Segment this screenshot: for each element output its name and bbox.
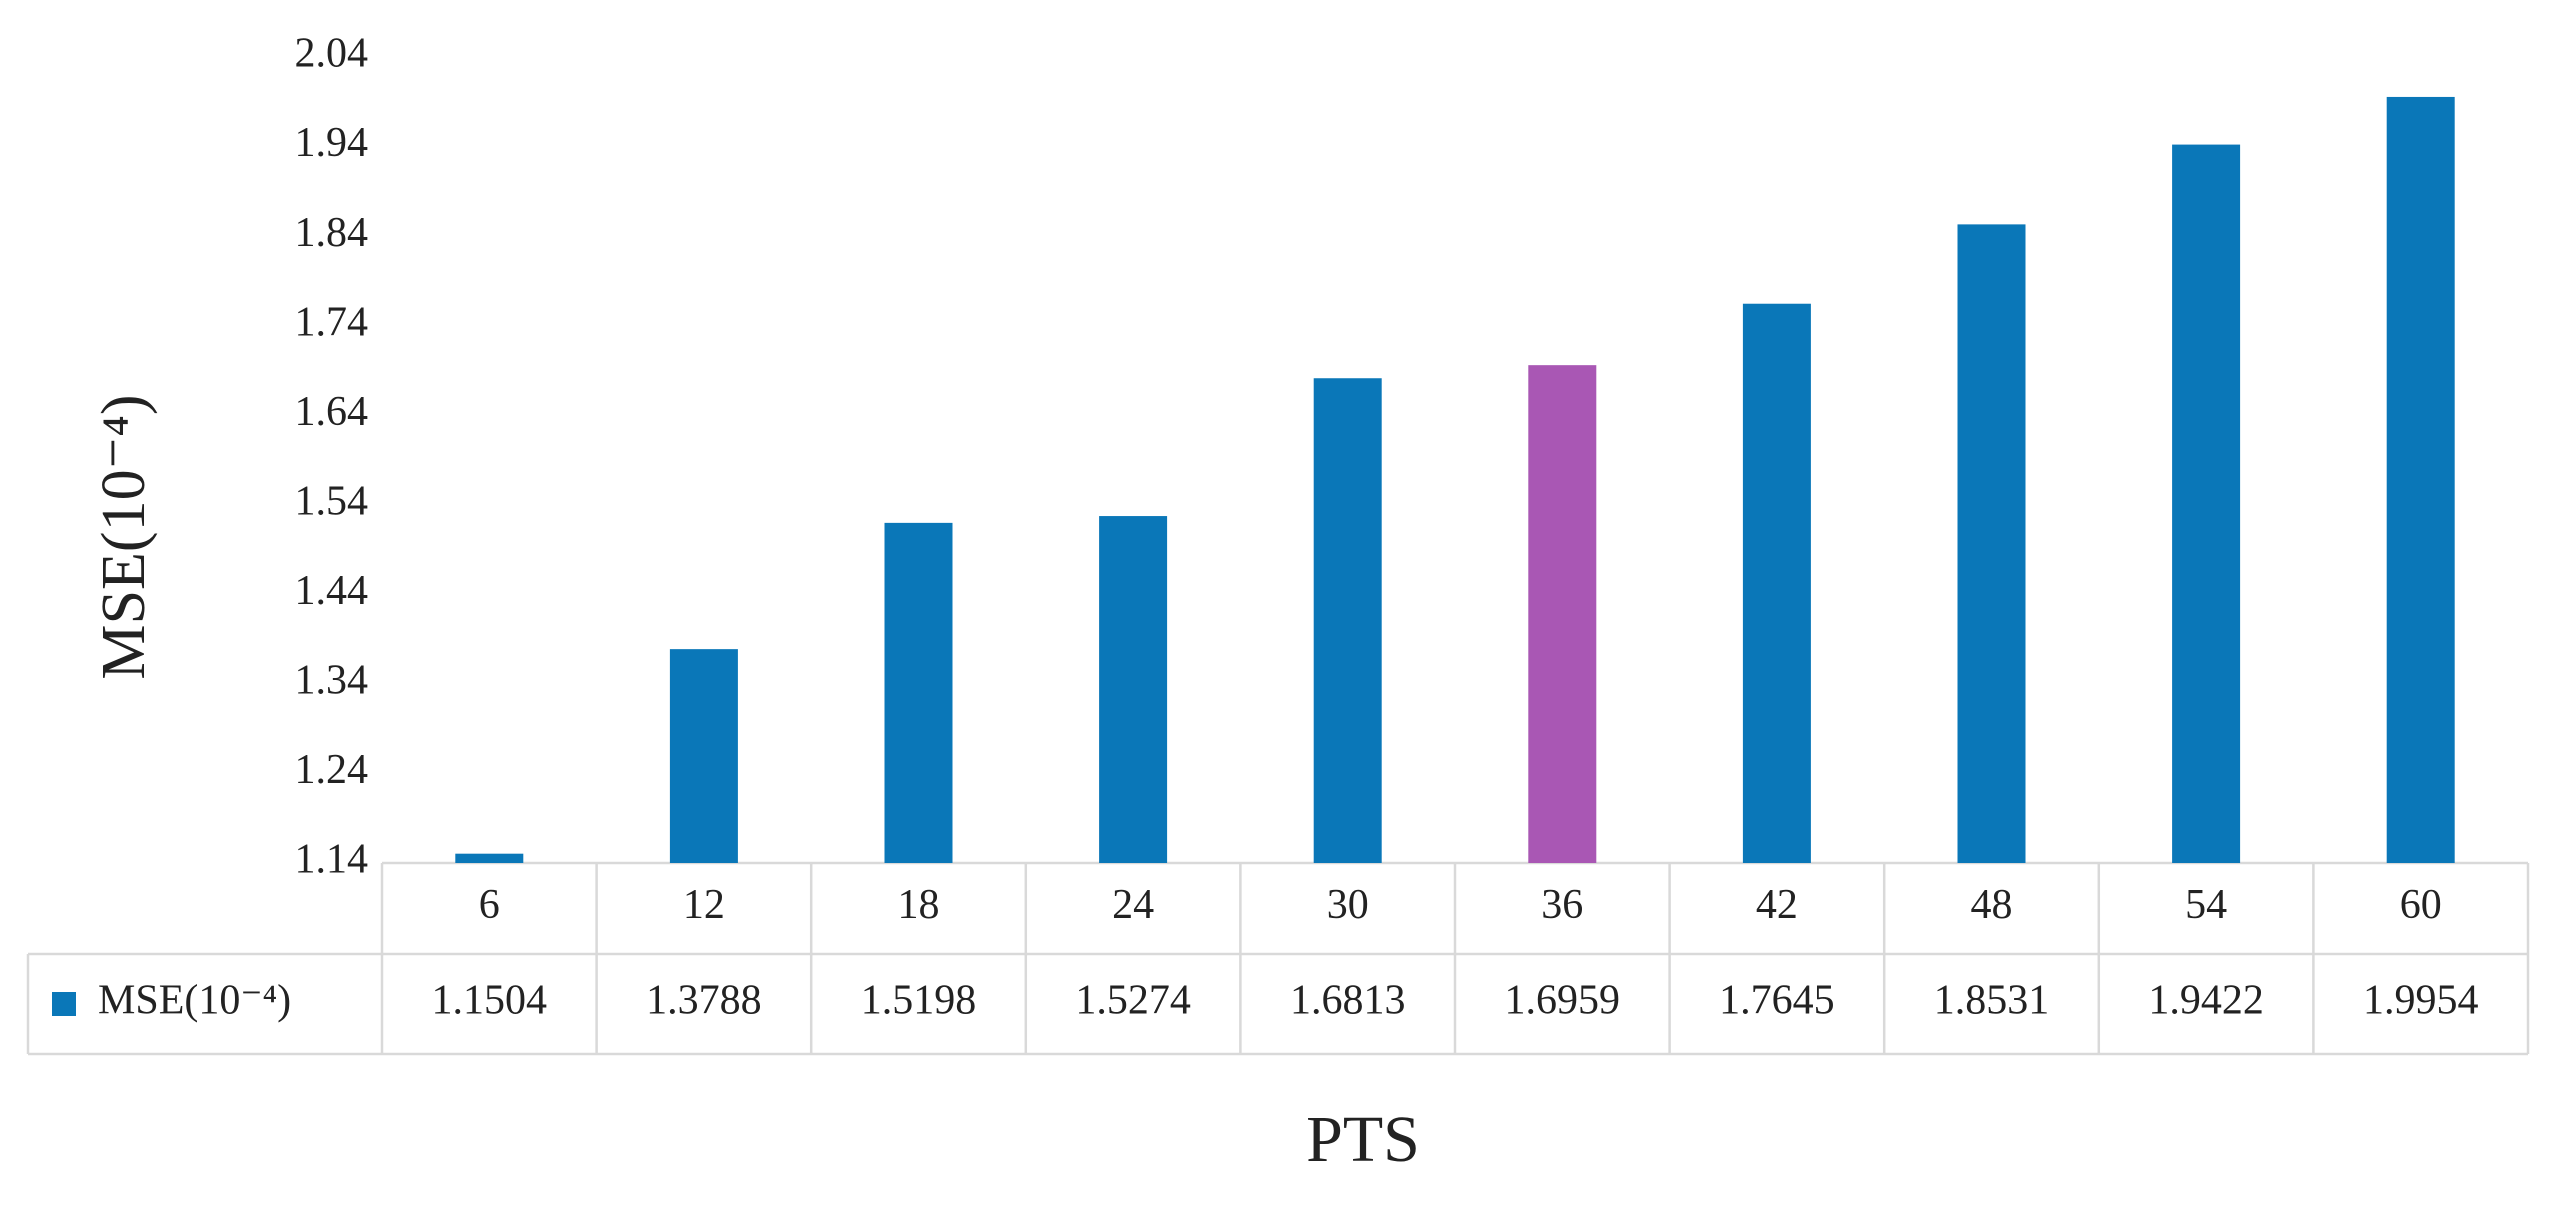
- table-value: 1.9954: [2363, 978, 2479, 1024]
- bar: [2386, 96, 2455, 864]
- bar: [1742, 303, 1811, 863]
- bar: [2172, 144, 2241, 863]
- y-tick-label: 2.04: [295, 31, 369, 77]
- x-tick-label: 36: [1541, 882, 1583, 928]
- x-tick-label: 18: [898, 882, 940, 928]
- bar: [1313, 378, 1382, 863]
- bar: [884, 522, 953, 863]
- bar: [1099, 516, 1168, 863]
- y-tick-label: 1.74: [295, 299, 369, 345]
- bar: [455, 853, 524, 863]
- x-tick-label: 48: [1971, 882, 2013, 928]
- x-tick-label: 6: [479, 882, 500, 928]
- table-value: 1.8531: [1934, 978, 2050, 1024]
- x-tick-label: 24: [1112, 882, 1154, 928]
- x-tick-label: 12: [683, 882, 725, 928]
- table-value: 1.5198: [861, 978, 977, 1024]
- x-tick-label: 42: [1756, 882, 1798, 928]
- x-tick-label: 30: [1327, 882, 1369, 928]
- table-value: 1.3788: [646, 978, 762, 1024]
- y-axis-title: MSE(10⁻⁴): [90, 394, 158, 679]
- y-tick-label: 1.14: [295, 837, 369, 883]
- y-tick-label: 1.54: [295, 478, 369, 524]
- x-tick-label: 54: [2185, 882, 2227, 928]
- table-value: 1.5274: [1075, 978, 1191, 1024]
- bar: [1528, 365, 1597, 863]
- x-axis-title: PTS: [1306, 1103, 1420, 1176]
- table-value: 1.9422: [2148, 978, 2264, 1024]
- y-tick-label: 1.64: [295, 389, 369, 435]
- y-tick-label: 1.24: [295, 747, 369, 793]
- y-tick-label: 1.34: [295, 658, 369, 704]
- table-value: 1.1504: [432, 978, 548, 1024]
- table-value: 1.6813: [1290, 978, 1406, 1024]
- table-value: 1.6959: [1505, 978, 1621, 1024]
- table-value: 1.7645: [1719, 978, 1835, 1024]
- bar: [669, 649, 738, 863]
- bar: [1957, 224, 2026, 863]
- x-tick-label: 60: [2400, 882, 2442, 928]
- y-tick-label: 1.94: [295, 120, 369, 166]
- legend-label: MSE(10⁻⁴): [98, 978, 291, 1024]
- y-tick-label: 1.44: [295, 568, 369, 614]
- y-tick-label: 1.84: [295, 210, 369, 256]
- legend-swatch: [52, 992, 76, 1016]
